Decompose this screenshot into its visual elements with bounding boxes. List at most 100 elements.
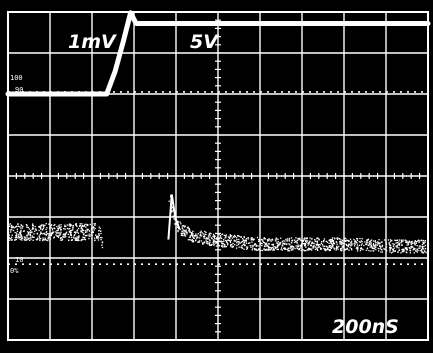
noise-dot xyxy=(405,248,407,250)
noise-dot xyxy=(300,239,302,242)
noise-dot xyxy=(336,243,338,245)
noise-dot xyxy=(291,239,294,241)
noise-dot xyxy=(366,242,368,244)
noise-dot xyxy=(252,239,255,241)
noise-dot xyxy=(377,247,379,250)
noise-dot xyxy=(18,237,20,239)
noise-dot xyxy=(377,241,379,243)
noise-dot xyxy=(368,244,371,246)
noise-dot xyxy=(414,244,416,246)
noise-dot xyxy=(43,226,45,228)
noise-dot xyxy=(184,229,186,232)
noise-dot xyxy=(332,244,334,246)
noise-dot xyxy=(340,243,342,246)
noise-dot xyxy=(367,239,369,241)
noise-dot xyxy=(366,247,369,249)
noise-dot xyxy=(216,237,218,239)
noise-dot xyxy=(46,231,48,233)
noise-dot xyxy=(305,240,307,242)
noise-dot xyxy=(60,237,62,239)
noise-dot xyxy=(21,239,23,241)
noise-dot xyxy=(82,231,84,234)
noise-dot xyxy=(330,247,333,249)
noise-dot xyxy=(304,239,306,241)
noise-dot xyxy=(321,243,324,246)
noise-dot xyxy=(75,237,77,239)
noise-dot xyxy=(34,225,36,228)
noise-dot xyxy=(278,244,280,246)
noise-dot xyxy=(330,244,332,247)
noise-dot xyxy=(277,248,279,250)
noise-dot xyxy=(351,249,353,251)
noise-dot xyxy=(307,240,309,242)
noise-dot xyxy=(48,233,50,235)
noise-dot xyxy=(177,230,179,233)
noise-dot xyxy=(272,245,275,247)
noise-dot xyxy=(410,241,412,243)
noise-dot xyxy=(42,239,44,241)
noise-dot xyxy=(100,230,102,232)
noise-dot xyxy=(29,233,31,236)
noise-dot xyxy=(222,245,224,247)
noise-dot xyxy=(72,228,74,230)
noise-dot xyxy=(270,240,272,242)
noise-dot xyxy=(206,237,208,239)
noise-dot xyxy=(348,240,350,242)
noise-dot xyxy=(370,242,372,244)
noise-dot xyxy=(64,224,66,226)
step-trace-line xyxy=(5,10,431,97)
noise-dot xyxy=(242,244,244,246)
noise-dot xyxy=(219,240,221,243)
noise-dot xyxy=(298,238,300,241)
noise-dot xyxy=(60,226,62,228)
noise-dot xyxy=(372,247,374,249)
noise-dot xyxy=(50,234,52,236)
noise-dot xyxy=(295,241,297,243)
noise-dot xyxy=(60,231,62,233)
noise-dot xyxy=(43,232,45,234)
noise-dot xyxy=(359,241,361,243)
noise-dot xyxy=(342,246,345,248)
noise-dot xyxy=(401,250,403,253)
noise-dot xyxy=(207,237,209,239)
noise-dot xyxy=(288,243,290,245)
noise-dot xyxy=(202,233,204,235)
noise-dot xyxy=(60,228,62,230)
noise-dot xyxy=(70,236,73,239)
noise-dot xyxy=(290,246,292,249)
noise-dot xyxy=(73,231,76,233)
noise-dot xyxy=(231,246,234,248)
noise-dot xyxy=(351,240,353,242)
noise-dot xyxy=(266,248,268,250)
noise-dot xyxy=(215,242,217,244)
noise-dot xyxy=(377,242,379,244)
noise-dot xyxy=(288,249,290,251)
noise-dot xyxy=(402,250,404,252)
noise-dot xyxy=(406,247,408,250)
noise-dot xyxy=(20,234,23,237)
noise-dot xyxy=(20,227,22,229)
noise-dot xyxy=(43,239,46,241)
noise-dot xyxy=(62,234,64,236)
noise-dot xyxy=(281,245,283,247)
noise-dot xyxy=(424,244,427,247)
noise-dot xyxy=(273,248,275,250)
noise-dot xyxy=(171,206,174,208)
noise-dot xyxy=(70,233,72,235)
noise-dot xyxy=(217,236,219,238)
noise-dot xyxy=(405,249,408,251)
noise-dot xyxy=(419,247,421,249)
noise-dot xyxy=(247,242,250,244)
noise-dot xyxy=(177,229,179,232)
noise-dot xyxy=(264,237,266,240)
noise-dot xyxy=(201,235,203,237)
noise-dot xyxy=(370,245,372,247)
noise-dot xyxy=(339,241,341,243)
noise-dot xyxy=(236,237,238,239)
noise-dot xyxy=(254,243,256,245)
noise-dot xyxy=(352,243,354,245)
noise-dot xyxy=(184,225,186,227)
noise-dot xyxy=(58,225,60,227)
noise-dot xyxy=(412,242,414,245)
noise-dot xyxy=(183,224,185,227)
